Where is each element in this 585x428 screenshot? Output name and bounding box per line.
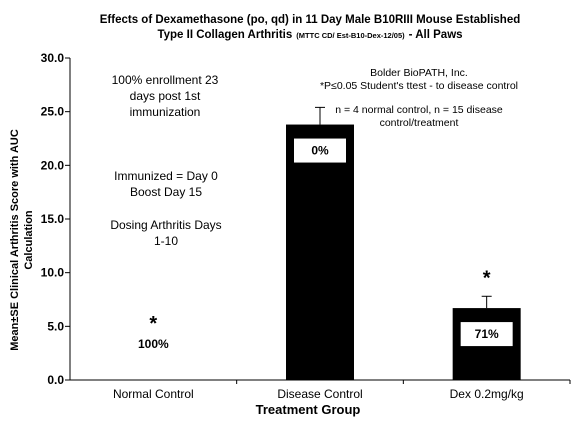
left-note-line7: 1-10 — [154, 234, 178, 248]
x-tick-label: Normal Control — [113, 387, 194, 401]
y-tick-label: 10.0 — [41, 266, 65, 280]
y-tick-label: 25.0 — [41, 105, 65, 119]
y-tick-label: 30.0 — [41, 51, 65, 65]
bar-label: 100% — [138, 337, 169, 351]
right-note-line1: Bolder BioPATH, Inc. — [370, 67, 468, 79]
y-axis-title-line2: Calculation — [23, 210, 35, 270]
left-note-line2: days post 1st — [130, 89, 201, 103]
bar — [286, 124, 354, 381]
x-tick-label: Disease Control — [277, 387, 362, 401]
right-note-line3: n = 4 normal control, n = 15 disease — [335, 104, 503, 116]
y-tick-label: 20.0 — [41, 158, 65, 172]
left-annotation: 100% enrollment 23 days post 1st immuniz… — [110, 73, 221, 248]
y-axis: 0.0 5.0 10.0 15.0 20.0 25.0 30.0 — [41, 51, 570, 387]
x-axis-categories: Normal Control Disease Control Dex 0.2mg/k… — [113, 380, 571, 401]
chart-title-line1: Effects of Dexamethasone (po, qd) in 11 … — [100, 14, 521, 26]
bar-label: 0% — [311, 144, 329, 158]
significance-star: * — [149, 313, 157, 335]
bar-label-box — [460, 322, 513, 347]
left-note-line1: 100% enrollment 23 — [112, 73, 219, 87]
y-tick-label: 15.0 — [41, 212, 65, 226]
bars: 100% * 0% 71% * — [138, 106, 521, 381]
significance-star: * — [483, 267, 491, 289]
right-note-line2: *P≤0.05 Student's ttest - to disease con… — [320, 80, 518, 92]
x-tick-label: Dex 0.2mg/kg — [450, 387, 524, 401]
y-tick-label: 5.0 — [47, 319, 64, 333]
left-note-line4: Immunized = Day 0 — [114, 169, 218, 183]
left-note-line3: immunization — [130, 105, 201, 119]
left-note-line6: Dosing Arthritis Days — [110, 218, 221, 232]
y-tick-label: 0.0 — [47, 373, 64, 387]
y-axis-title-line1: Mean±SE Clinical Arthritis Score with AU… — [9, 129, 21, 351]
right-note-line4: control/treatment — [380, 117, 459, 129]
bar-label: 71% — [475, 327, 499, 341]
bar-label-box — [294, 138, 346, 163]
right-annotation: Bolder BioPATH, Inc. *P≤0.05 Student's t… — [320, 67, 518, 129]
chart-title-line2: Type II Collagen Arthritis (MTTC CD/ Est-… — [157, 29, 462, 41]
x-axis-title: Treatment Group — [256, 402, 361, 417]
left-note-line5: Boost Day 15 — [130, 185, 202, 199]
